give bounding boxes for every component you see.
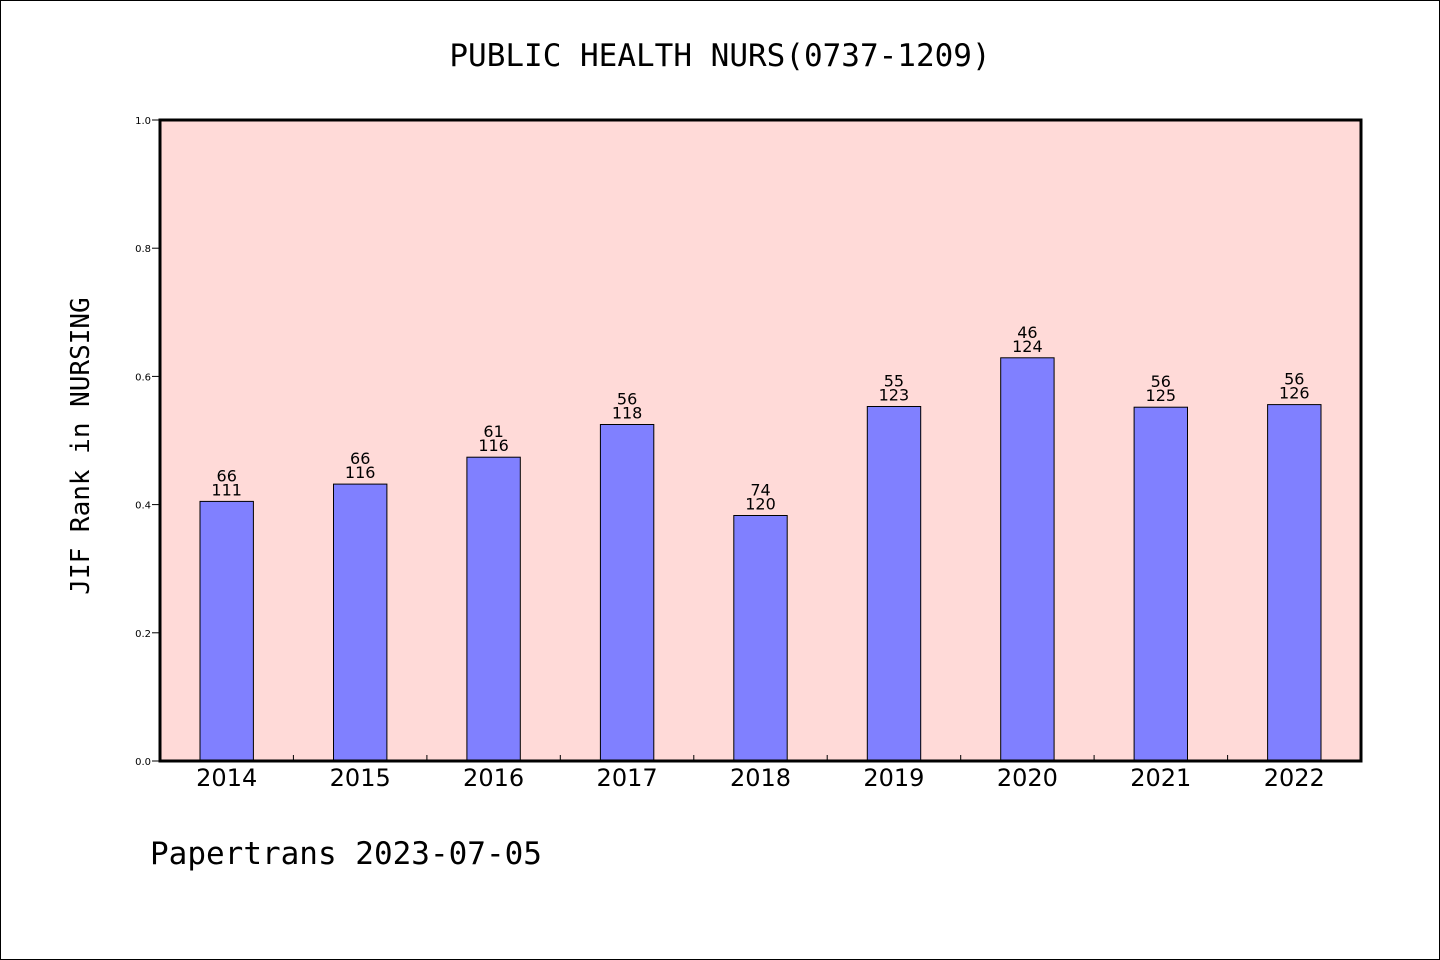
bar-2019: [866, 406, 922, 762]
bar-label-total-2019: 123: [879, 386, 910, 405]
bars-group: [199, 357, 1322, 762]
x-tick-label-2016: 2016: [463, 764, 524, 792]
chart-title: PUBLIC HEALTH NURS(0737-1209): [449, 38, 990, 74]
bar-label-rank-2020: 46: [1017, 323, 1037, 342]
bar-2020: [1000, 357, 1055, 762]
bar-label-total-2015: 116: [345, 463, 376, 482]
x-tick-label-2021: 2021: [1130, 764, 1191, 792]
bar-label-total-2018: 120: [745, 495, 776, 514]
bar-2022: [1267, 404, 1322, 762]
bar-2014: [199, 500, 254, 762]
x-tick-label-2015: 2015: [330, 764, 391, 792]
bar-label-rank-2022: 56: [1284, 370, 1304, 389]
bar-2015: [333, 483, 388, 762]
bar-labels-group: 6611166116611165611874120551234612456125…: [211, 323, 1309, 514]
x-tick-label-2022: 2022: [1264, 764, 1325, 792]
bar-label-total-2016: 116: [478, 436, 509, 455]
y-axis-label: JIF Rank in NURSING: [66, 297, 96, 594]
y-tick-label-0.8: 0.8: [135, 244, 151, 255]
bar-2016: [466, 456, 521, 762]
bar-2021: [1133, 406, 1188, 762]
y-axis-ticks: 0.0 0.2 0.4 0.6 0.8 1.0: [135, 116, 160, 768]
watermark: Papertrans 2023-07-05: [150, 836, 542, 872]
bar-label-rank-2018: 74: [750, 481, 770, 500]
y-tick-label-0.4: 0.4: [135, 501, 151, 512]
bar-label-total-2021: 125: [1146, 386, 1177, 405]
bar-label-rank-2016: 61: [483, 422, 503, 441]
plot-border: [158, 118, 1363, 763]
y-tick-label-0.2: 0.2: [135, 629, 151, 640]
bar-label-rank-2021: 56: [1151, 372, 1171, 391]
bar-2017: [599, 424, 655, 762]
x-axis-ticks: 2014 2015 2016 2017 2018 2019 2020 2021 2022: [196, 755, 1325, 792]
bar-label-rank-2015: 66: [350, 449, 370, 468]
bar-2018: [733, 515, 788, 762]
y-tick-label-0.6: 0.6: [135, 372, 151, 383]
bar-label-rank-2019: 55: [884, 372, 904, 391]
x-tick-label-2014: 2014: [196, 764, 257, 792]
bar-label-total-2020: 124: [1012, 337, 1043, 356]
y-tick-label-1.0: 1.0: [135, 116, 151, 127]
x-tick-label-2020: 2020: [997, 764, 1058, 792]
bar-label-total-2022: 126: [1279, 384, 1310, 403]
x-tick-label-2017: 2017: [597, 764, 658, 792]
bar-label-total-2014: 111: [211, 480, 242, 499]
y-tick-label-0.0: 0.0: [135, 757, 151, 768]
bar-label-rank-2014: 66: [217, 466, 237, 485]
bar-label-total-2017: 118: [612, 404, 643, 423]
x-tick-label-2018: 2018: [730, 764, 791, 792]
bar-label-rank-2017: 56: [617, 390, 637, 409]
x-tick-label-2019: 2019: [863, 764, 924, 792]
